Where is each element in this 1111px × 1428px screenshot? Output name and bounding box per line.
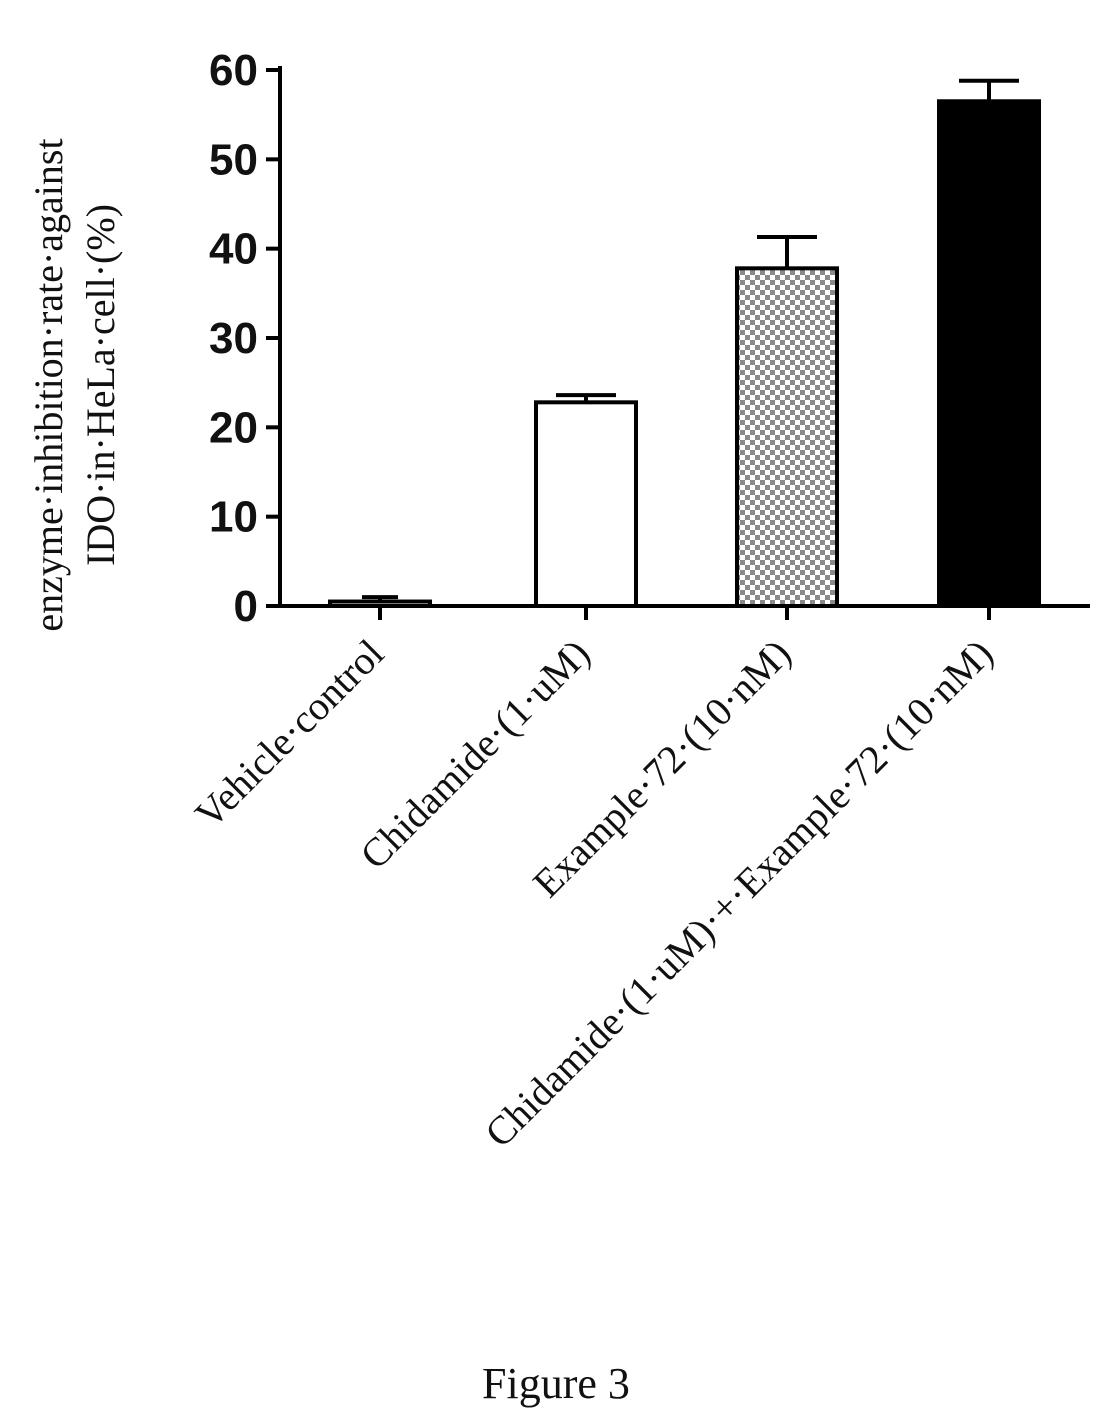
y-axis-label-line-2: IDO·in·HeLa·cell·(%) xyxy=(78,204,123,566)
bar xyxy=(937,99,1041,609)
y-tick-label: 10 xyxy=(209,493,258,542)
bar xyxy=(735,266,839,608)
bar xyxy=(534,400,638,608)
y-ticks: 0 10 20 30 40 50 60 xyxy=(209,46,280,631)
y-tick-label: 30 xyxy=(209,314,258,363)
y-tick-label: 50 xyxy=(209,135,258,184)
y-tick-label: 0 xyxy=(234,582,258,631)
bars xyxy=(328,99,1041,609)
bar xyxy=(328,599,432,608)
y-axis-label-line-1: enzyme·inhibition·rate·against xyxy=(26,138,71,631)
category-labels: Vehicle·controlChidamide·(1·uM)Example·7… xyxy=(186,631,1001,1156)
y-tick-label: 60 xyxy=(209,46,258,95)
y-tick-label: 20 xyxy=(209,403,258,452)
error-bars xyxy=(362,78,1019,602)
y-tick-label: 40 xyxy=(209,225,258,274)
y-axis-label: enzyme·inhibition·rate·against IDO·in·He… xyxy=(26,138,123,631)
figure-caption: Figure 3 xyxy=(482,1359,630,1408)
category-label: Vehicle·control xyxy=(186,631,392,837)
x-ticks xyxy=(378,606,991,620)
